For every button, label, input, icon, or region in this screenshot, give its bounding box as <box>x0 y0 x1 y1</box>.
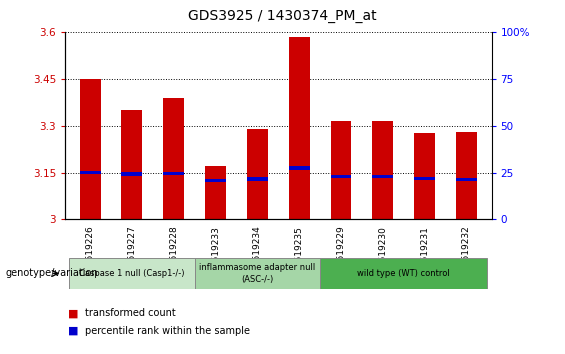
Bar <box>121 110 142 219</box>
Bar <box>331 175 351 178</box>
Bar <box>331 121 351 219</box>
Text: ■: ■ <box>68 308 79 318</box>
Bar <box>414 177 435 180</box>
Text: wild type (WT) control: wild type (WT) control <box>357 269 450 278</box>
Bar <box>194 258 320 289</box>
Bar <box>205 166 226 219</box>
Bar <box>414 133 435 219</box>
Bar <box>163 98 184 219</box>
Bar <box>247 177 268 181</box>
Bar <box>205 179 226 182</box>
Text: Caspase 1 null (Casp1-/-): Caspase 1 null (Casp1-/-) <box>79 269 185 278</box>
Bar <box>121 172 142 176</box>
Bar <box>247 129 268 219</box>
Text: transformed count: transformed count <box>85 308 176 318</box>
Text: GDS3925 / 1430374_PM_at: GDS3925 / 1430374_PM_at <box>188 9 377 23</box>
Text: ■: ■ <box>68 326 79 336</box>
Bar <box>456 132 477 219</box>
Text: inflammasome adapter null
(ASC-/-): inflammasome adapter null (ASC-/-) <box>199 263 315 284</box>
Bar <box>456 178 477 182</box>
Bar <box>163 171 184 175</box>
Bar <box>372 175 393 178</box>
Bar <box>320 258 488 289</box>
Bar <box>80 79 101 219</box>
Bar <box>69 258 194 289</box>
Text: percentile rank within the sample: percentile rank within the sample <box>85 326 250 336</box>
Bar <box>289 166 310 170</box>
Bar <box>289 36 310 219</box>
Bar <box>372 121 393 219</box>
Text: genotype/variation: genotype/variation <box>6 268 98 279</box>
Bar <box>80 171 101 174</box>
